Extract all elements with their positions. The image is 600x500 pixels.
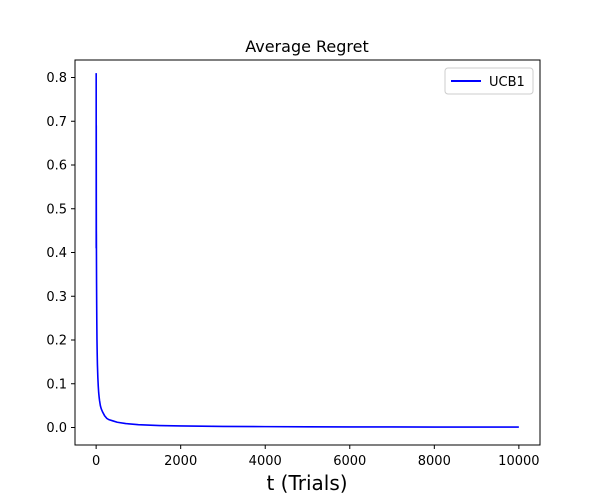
x-tick-label: 6000	[333, 454, 366, 469]
y-tick-label: 0.0	[46, 421, 67, 436]
x-tick-label: 10000	[498, 454, 539, 469]
legend-box	[444, 67, 534, 95]
y-tick-label: 0.4	[46, 246, 67, 261]
plot-area	[95, 73, 519, 428]
x-axis-label: t (Trials)	[266, 471, 347, 495]
series-line-ucb1	[95, 73, 519, 428]
y-tick-label: 0.1	[46, 377, 67, 392]
y-tick-label: 0.2	[46, 334, 67, 349]
y-tick-label: 0.5	[46, 202, 67, 217]
x-tick-label: 4000	[249, 454, 282, 469]
y-tick-label: 0.8	[46, 71, 67, 86]
y-tick-label: 0.6	[46, 159, 67, 174]
chart-title: Average Regret	[245, 37, 369, 56]
x-tick-label: 8000	[418, 454, 451, 469]
x-tick-label: 0	[92, 454, 100, 469]
y-tick-label: 0.3	[46, 290, 67, 305]
y-axis: 0.0 0.1 0.2 0.3 0.4 0.5 0.6 0.7 0.8	[46, 71, 75, 436]
x-tick-label: 2000	[164, 454, 197, 469]
legend-label-ucb1: UCB1	[489, 75, 525, 90]
legend: UCB1	[444, 67, 534, 95]
x-axis: 0 2000 4000 6000 8000 10000	[92, 445, 540, 469]
y-tick-label: 0.7	[46, 115, 67, 130]
